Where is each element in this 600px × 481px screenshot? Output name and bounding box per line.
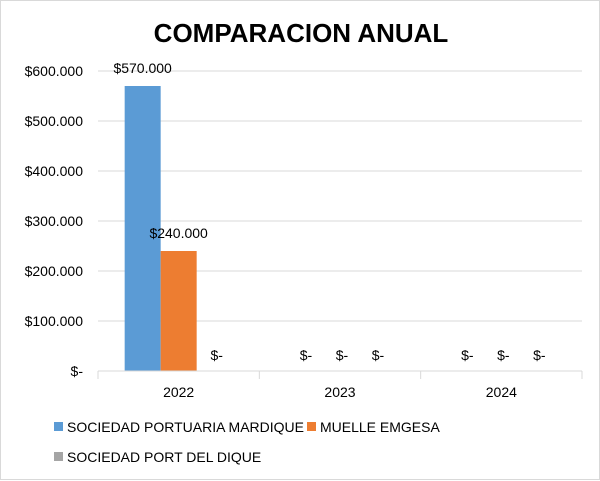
chart-title: COMPARACION ANUAL	[154, 18, 449, 48]
y-tick-label: $100.000	[25, 313, 84, 329]
legend-swatch	[307, 422, 316, 431]
bars	[124, 86, 197, 371]
y-tick-label: $200.000	[25, 263, 84, 279]
legend-label: MUELLE EMGESA	[320, 419, 440, 435]
y-axis: $- $100.000 $200.000 $300.000 $400.000 $500.0…	[25, 63, 84, 379]
data-labels: $570.000 $240.000 $- $- $- $- $- $- $-	[113, 60, 545, 363]
data-label: $-	[533, 347, 546, 363]
legend-swatch	[54, 452, 63, 461]
x-tick-label: 2023	[324, 384, 355, 400]
bar	[124, 86, 161, 371]
y-tick-label: $300.000	[25, 213, 84, 229]
legend: SOCIEDAD PORTUARIA MARDIQUE MUELLE EMGESA…	[54, 419, 440, 465]
data-label: $570.000	[113, 60, 172, 76]
data-label: $-	[300, 347, 313, 363]
x-tick-label: 2024	[486, 384, 517, 400]
y-tick-label: $600.000	[25, 63, 84, 79]
y-tick-label: $500.000	[25, 113, 84, 129]
legend-swatch	[54, 422, 63, 431]
data-label: $-	[372, 347, 385, 363]
data-label: $-	[336, 347, 349, 363]
y-tick-label: $400.000	[25, 163, 84, 179]
data-label: $-	[497, 347, 510, 363]
data-label: $-	[210, 347, 223, 363]
legend-label: SOCIEDAD PORT DEL DIQUE	[67, 449, 261, 465]
x-tick-label: 2022	[163, 384, 194, 400]
x-axis: 2022 2023 2024	[97, 370, 583, 400]
bar	[160, 251, 197, 371]
y-tick-label: $-	[71, 363, 84, 379]
data-label: $-	[461, 347, 474, 363]
data-label: $240.000	[149, 225, 208, 241]
legend-label: SOCIEDAD PORTUARIA MARDIQUE	[67, 419, 304, 435]
